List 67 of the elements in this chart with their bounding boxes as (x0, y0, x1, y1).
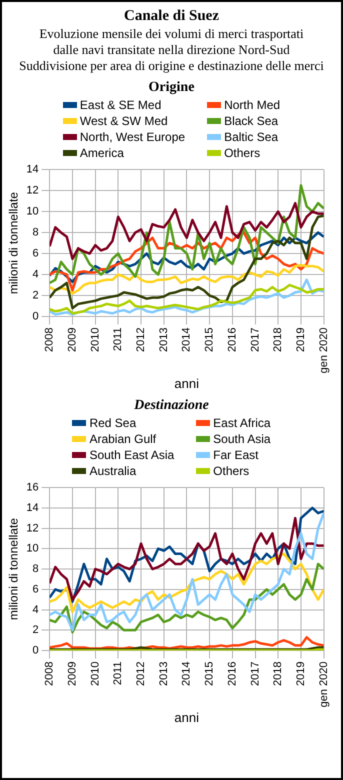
x-tick-label: 2010 (89, 662, 102, 686)
y-tick-label: 12 (26, 184, 39, 197)
legend-label: Black Sea (224, 114, 278, 128)
legend-label: North, West Europe (80, 130, 186, 144)
x-tick-label: 2015 (204, 662, 216, 686)
y-tick-label: 4 (32, 268, 39, 281)
legend-label: South East Asia (89, 448, 174, 462)
x-tick-label: 2016 (226, 662, 238, 686)
legend-label: America (80, 146, 124, 160)
legend-title: Destinazione (133, 398, 210, 414)
y-tick-label: 10 (26, 542, 39, 555)
x-tick-label: 2019 (294, 328, 307, 352)
x-tick-label: 2018 (272, 328, 284, 352)
x-tick-label: gen 2020 (318, 328, 330, 374)
legend-label: West & SW Med (80, 114, 168, 128)
y-axis-title: milioni di tonnellate (6, 192, 21, 294)
y-tick-label: 4 (32, 604, 39, 616)
y-tick-label: 6 (32, 583, 39, 596)
x-tick-label: 2013 (158, 662, 170, 686)
legend-label: South Asia (213, 432, 271, 446)
x-tick-label: 2018 (272, 662, 284, 686)
y-tick-label: 0 (32, 644, 39, 657)
x-tick-label: 2010 (89, 328, 102, 352)
x-tick-label: 2009 (66, 328, 79, 352)
legend-label: Australia (89, 464, 136, 478)
legend-label: East Africa (213, 416, 271, 430)
legend-label: Far East (213, 448, 259, 462)
y-tick-label: 16 (26, 482, 39, 494)
x-tick-label: 2011 (112, 328, 124, 352)
y-tick-label: 2 (32, 290, 39, 302)
x-tick-label: 2012 (135, 328, 148, 352)
x-tick-label: 2017 (249, 328, 262, 352)
y-tick-label: 8 (32, 226, 39, 239)
x-axis-title: anni (174, 710, 200, 725)
y-tick-label: 0 (32, 310, 39, 323)
legend-label: North Med (224, 98, 280, 112)
legend-label: Others (224, 146, 260, 160)
chart-title: Canale di Suez (122, 8, 220, 25)
y-tick-label: 10 (26, 206, 39, 218)
y-tick-label: 2 (32, 624, 39, 636)
x-tick-label: gen 2020 (318, 662, 330, 708)
legend-label: Arabian Gulf (89, 432, 156, 446)
legend-label: Others (213, 464, 250, 478)
x-tick-label: 2016 (226, 328, 238, 352)
legend-label: Baltic Sea (224, 130, 278, 144)
legend-label: East & SE Med (80, 98, 162, 112)
x-tick-label: 2012 (135, 662, 148, 686)
legend-label: Red Sea (89, 416, 136, 430)
y-tick-label: 12 (26, 522, 39, 534)
x-tick-label: 2014 (180, 328, 193, 352)
x-tick-label: 2015 (204, 328, 216, 352)
x-tick-label: 2008 (44, 328, 56, 352)
y-tick-label: 14 (26, 164, 39, 176)
x-axis-title: anni (174, 376, 200, 391)
y-tick-label: 8 (32, 563, 39, 576)
x-tick-label: 2017 (249, 662, 262, 686)
x-tick-label: 2014 (180, 662, 193, 686)
x-tick-label: 2011 (112, 662, 124, 686)
x-tick-label: 2013 (158, 328, 170, 352)
x-tick-label: 2019 (294, 662, 307, 686)
legend-title: Origine (148, 80, 196, 96)
x-tick-label: 2009 (66, 662, 79, 686)
x-tick-label: 2008 (44, 662, 56, 686)
y-tick-label: 14 (26, 502, 39, 514)
y-axis-title: milioni di tonnellate (6, 518, 21, 620)
y-tick-label: 6 (32, 248, 39, 260)
chart-subtitle: Evoluzione mensile dei volumi di merci trasportati dalle navi transitate nella direzione Nord-Sud Suddivisione per area di origine e destinazione delle merci (18, 26, 325, 74)
